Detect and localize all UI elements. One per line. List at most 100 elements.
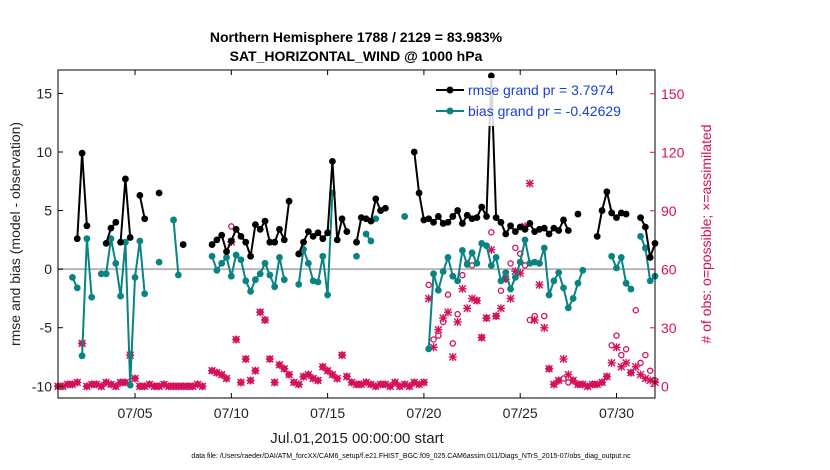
- rmse-point: [521, 225, 529, 233]
- bias-point: [266, 271, 274, 279]
- bias-point: [136, 237, 144, 245]
- obs-possible-point: [444, 291, 452, 298]
- rmse-point: [247, 252, 254, 260]
- bias-point: [608, 252, 616, 260]
- rmse-point: [434, 213, 442, 220]
- obs-assimilated-point: [251, 366, 260, 375]
- obs-assimilated-point: [280, 364, 289, 373]
- bias-point: [560, 284, 567, 292]
- rmse-point: [309, 232, 317, 240]
- rmse-point: [454, 207, 462, 214]
- rmse-point: [473, 214, 481, 222]
- bias-point: [261, 259, 269, 267]
- rmse-point: [343, 228, 351, 236]
- y-tick-label-left: 15: [36, 85, 52, 101]
- bias-point: [545, 291, 553, 299]
- y-tick-label-left: 10: [36, 144, 52, 160]
- obs-assimilated-point: [111, 382, 120, 391]
- bias-point: [449, 272, 457, 280]
- bias-point: [304, 259, 312, 267]
- obs-assimilated-point: [222, 374, 231, 383]
- rmse-point: [338, 215, 346, 223]
- obs-assimilated-point: [602, 372, 611, 381]
- bias-point: [276, 254, 283, 261]
- chart-title: Northern Hemisphere 1788 / 2129 = 83.983…: [210, 29, 503, 45]
- bias-point: [511, 273, 519, 281]
- rmse-point: [598, 207, 606, 214]
- obs-assimilated-point: [612, 343, 621, 352]
- obs-possible-point: [622, 345, 630, 353]
- rmse-point: [285, 197, 293, 205]
- y-axis-label-left: rmse and bias (model - observation): [7, 122, 23, 346]
- y-tick-label-right: 90: [661, 203, 677, 219]
- obs-assimilated-point: [453, 317, 462, 326]
- rmse-point: [179, 241, 187, 248]
- obs-possible-point: [613, 332, 620, 339]
- bias-point: [487, 262, 495, 270]
- y-tick-label-left: -10: [32, 378, 52, 394]
- bias-point: [516, 258, 524, 266]
- bias-point: [256, 270, 264, 278]
- obs-assimilated-point: [342, 372, 351, 381]
- obs-assimilated-point: [236, 378, 245, 387]
- bias-point: [507, 285, 514, 293]
- data-file-note: data file: /Users/raeder/DAI/ATM_forcXX/…: [191, 453, 631, 460]
- rmse-point: [333, 236, 341, 244]
- bias-point: [122, 238, 129, 246]
- rmse-point: [227, 237, 235, 245]
- rmse-point: [463, 211, 471, 219]
- bias-point: [439, 268, 447, 275]
- rmse-point: [266, 238, 274, 246]
- bias-point: [536, 259, 543, 267]
- obs-assimilated-point: [285, 370, 294, 379]
- bias-point: [227, 272, 235, 280]
- obs-possible-point: [454, 310, 461, 318]
- rmse-point: [280, 236, 288, 244]
- rmse-point: [415, 189, 423, 197]
- bias-point: [463, 261, 471, 268]
- bias-point: [569, 295, 577, 302]
- bias-line: [101, 237, 146, 387]
- rmse-point: [314, 229, 322, 237]
- obs-assimilated-point: [323, 366, 332, 375]
- bias-point: [102, 270, 110, 278]
- bias-point: [540, 244, 548, 252]
- obs-possible-point: [637, 359, 644, 367]
- obs-assimilated-point: [131, 374, 140, 383]
- bias-point: [434, 286, 442, 294]
- bias-point: [242, 277, 250, 285]
- rmse-point: [449, 213, 457, 220]
- rmse-point: [232, 225, 240, 233]
- obs-assimilated-point: [261, 315, 270, 324]
- rmse-point: [256, 225, 264, 233]
- rmse-point: [353, 238, 360, 246]
- bias-point: [107, 235, 115, 243]
- rmse-point: [507, 222, 514, 230]
- bias-point: [314, 278, 322, 286]
- rmse-line: [138, 195, 146, 220]
- rmse-point: [410, 148, 418, 156]
- rmse-point: [622, 210, 630, 218]
- obs-assimilated-point: [198, 382, 207, 391]
- bias-point: [319, 252, 327, 260]
- rmse-point: [122, 175, 129, 183]
- obs-possible-point: [632, 306, 639, 314]
- bias-point: [69, 273, 76, 281]
- rmse-point: [444, 218, 452, 226]
- bias-point: [353, 252, 360, 260]
- obs-assimilated-point: [472, 296, 481, 305]
- rmse-point: [603, 188, 611, 196]
- bias-point: [521, 236, 529, 244]
- obs-assimilated-point: [434, 325, 443, 334]
- rmse-point: [329, 157, 336, 165]
- legend-box: [428, 78, 650, 126]
- bias-point: [627, 285, 635, 293]
- legend-bias-label: bias grand pr = -0.42629: [468, 103, 621, 119]
- obs-assimilated-point: [496, 304, 505, 313]
- bias-point: [564, 304, 572, 312]
- bias-point: [208, 252, 216, 260]
- obs-possible-point: [228, 223, 235, 230]
- rmse-point: [560, 216, 567, 224]
- y-tick-label-right: 30: [661, 320, 677, 336]
